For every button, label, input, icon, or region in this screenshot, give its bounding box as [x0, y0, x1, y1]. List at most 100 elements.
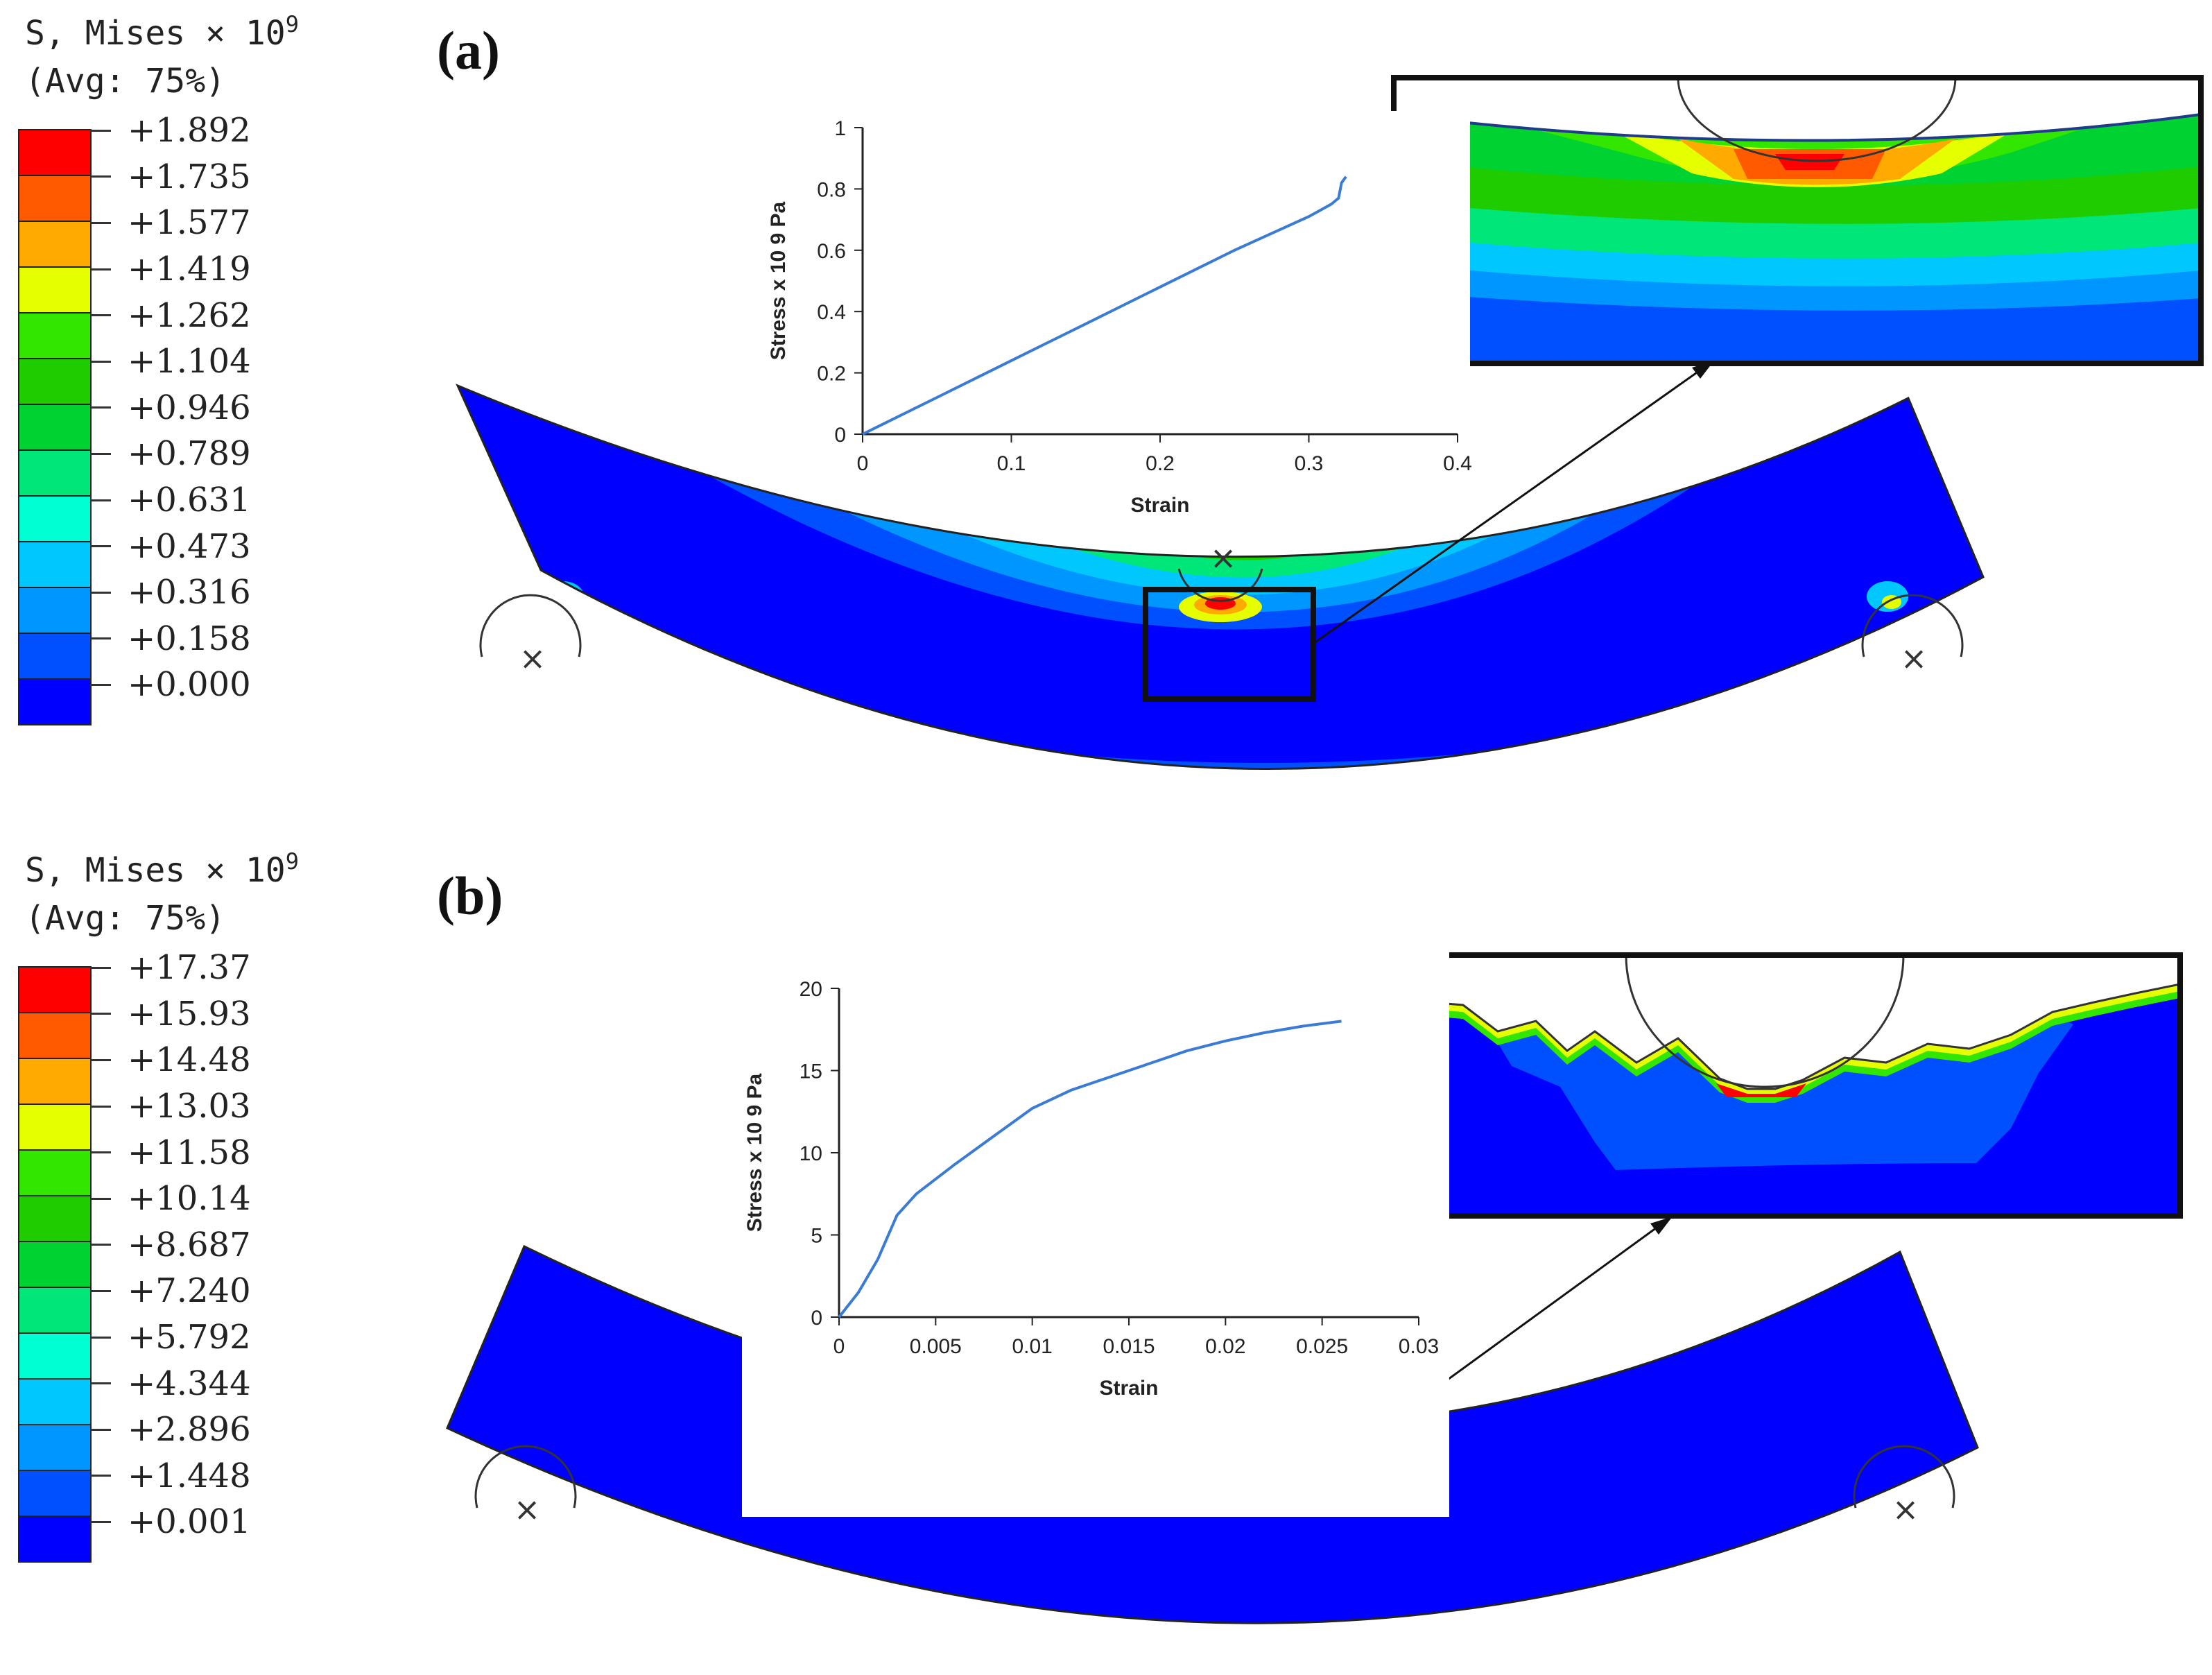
legend-tick: +1.735 [90, 154, 251, 200]
legend-value: +8.687 [128, 1225, 251, 1264]
stress-legend: S, Mises × 109 (Avg: 75%) +1.892 +1.735 +1… [0, 0, 388, 728]
panel-label: (b) [437, 866, 503, 926]
legend-value: +0.001 [128, 1502, 251, 1542]
legend-swatch [18, 587, 92, 633]
legend-title: S, Mises × 109 (Avg: 75%) [25, 11, 299, 101]
y-tick-label: 0 [834, 424, 846, 447]
legend-swatch [18, 966, 92, 1012]
legend-swatch [18, 1195, 92, 1241]
x-tick-label: 0.4 [1443, 452, 1472, 475]
zoom-inset-contour [1394, 78, 2201, 363]
panel-a: S, Mises × 109 (Avg: 75%) +1.892 +1.735 +1… [0, 0, 2212, 837]
legend-swatch [18, 1012, 92, 1058]
legend-tick: +10.14 [90, 1176, 251, 1222]
legend-value: +14.48 [128, 1040, 251, 1080]
legend-tick: +5.792 [90, 1314, 251, 1361]
legend-tick: +1.577 [90, 200, 251, 246]
stress-strain-curve [862, 175, 1347, 436]
loading-roller [1177, 568, 1263, 602]
legend-tick: +0.000 [90, 662, 251, 708]
legend-value: +1.448 [128, 1456, 251, 1495]
legend-swatch [18, 449, 92, 495]
right-support-mark: × [1901, 639, 1928, 677]
legend-swatch [18, 129, 92, 175]
y-tick-label: 0.4 [817, 301, 846, 324]
left-support [479, 594, 582, 658]
y-tick-label: 0 [811, 1307, 822, 1330]
x-axis-title: Strain [1130, 494, 1189, 517]
legend-value: +0.473 [128, 526, 251, 566]
x-tick-label: 0.025 [1296, 1335, 1348, 1358]
x-tick-label: 0.015 [1103, 1335, 1155, 1358]
legend-swatch [18, 1058, 92, 1103]
legend-swatch [18, 221, 92, 266]
panel-a-figure: × × × 0 0.1 0.2 0.3 0.400.20.40 [456, 75, 2204, 770]
legend-tick: +13.03 [90, 1083, 251, 1130]
legend-value: +7.240 [128, 1271, 251, 1311]
legend-swatch [18, 1424, 92, 1470]
legend-swatch [18, 1103, 92, 1149]
y-axis-title: Stress x 10 9 Pa [767, 201, 790, 360]
legend-swatch [18, 495, 92, 541]
legend-tick: +4.344 [90, 1360, 251, 1407]
right-support [1853, 1445, 1955, 1509]
legend-title: S, Mises × 109 (Avg: 75%) [25, 848, 299, 938]
legend-value: +0.000 [128, 665, 251, 705]
legend-tick: +0.001 [90, 1499, 251, 1545]
legend-tick: +17.37 [90, 945, 251, 991]
x-tick-label: 0.3 [1295, 452, 1324, 475]
legend-value: +13.03 [128, 1087, 251, 1126]
legend-tick: +0.946 [90, 385, 251, 431]
legend-value: +1.104 [128, 342, 251, 381]
legend-values: +17.37 +15.93 +14.48 +13.03 +11.58 +10.14 +8.6… [90, 945, 251, 1545]
left-support [474, 1445, 577, 1509]
legend-swatch [18, 1332, 92, 1378]
legend-tick: +1.262 [90, 292, 251, 338]
y-tick-label: 20 [800, 978, 822, 1001]
stress-legend: S, Mises × 109 (Avg: 75%) +17.37 +15.93 +1… [0, 837, 388, 1565]
x-tick-label: 0.1 [997, 452, 1026, 475]
legend-swatch [18, 1149, 92, 1195]
x-axis-title: Strain [1099, 1377, 1158, 1400]
legend-tick: +0.316 [90, 569, 251, 616]
zoom-arrow [1313, 365, 1706, 645]
panel-b-figure: × × × 00.0050.010.0150.020.0250.03051015… [446, 948, 2183, 1624]
y-tick-label: 1 [834, 117, 846, 140]
y-tick-label: 0.8 [817, 178, 846, 201]
zoom-inset-contour [1347, 955, 2180, 1216]
legend-tick: +1.892 [90, 108, 251, 154]
legend-value: +1.735 [128, 157, 251, 196]
legend-tick: +0.158 [90, 616, 251, 662]
legend-swatch [18, 1470, 92, 1515]
legend-value: +0.158 [128, 619, 251, 658]
legend-tick: +15.93 [90, 991, 251, 1038]
y-axis-title: Stress x 10 9 Pa [743, 1073, 766, 1232]
y-tick-label: 0.2 [817, 363, 846, 386]
panel-label: (a) [437, 20, 500, 80]
legend-value: +0.316 [128, 573, 251, 612]
legend-swatch [18, 678, 92, 725]
legend-value: +1.262 [128, 295, 251, 335]
y-tick-label: 10 [800, 1142, 822, 1165]
legend-swatch [18, 1241, 92, 1287]
legend-value: +15.93 [128, 994, 251, 1033]
legend-value: +4.344 [128, 1364, 251, 1403]
legend-swatch [18, 358, 92, 404]
legend-value: +1.419 [128, 250, 251, 289]
chart-a-background [818, 111, 1470, 472]
legend-value: +0.789 [128, 434, 251, 474]
zoom-arrowhead [1650, 1217, 1673, 1235]
legend-swatch [18, 1378, 92, 1424]
legend-tick: +14.48 [90, 1037, 251, 1083]
beam-outline [456, 384, 1985, 770]
x-tick-label: 0.03 [1399, 1335, 1439, 1358]
y-tick-label: 0.6 [817, 240, 846, 263]
x-tick-label: 0 [857, 452, 869, 475]
right-support-mark: × [1892, 1491, 1919, 1528]
legend-swatch [18, 1287, 92, 1332]
y-tick-label: 15 [800, 1060, 822, 1083]
legend-tick: +0.631 [90, 477, 251, 524]
legend-swatch [18, 541, 92, 587]
legend-values: +1.892 +1.735 +1.577 +1.419 +1.262 +1.104 +0.9… [90, 108, 251, 708]
x-tick-label: 0.01 [1012, 1335, 1052, 1358]
